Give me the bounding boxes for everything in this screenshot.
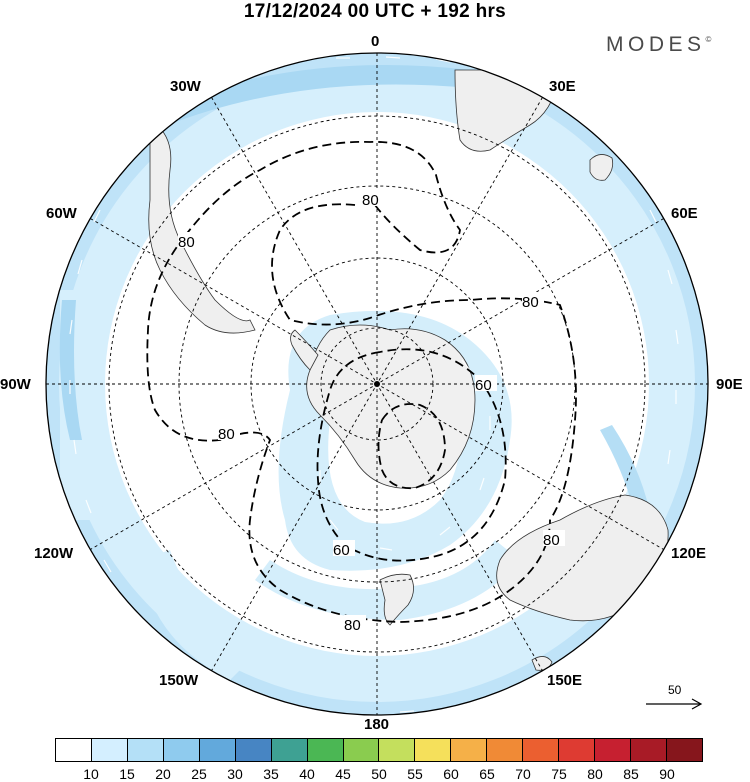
colorbar-swatch	[307, 739, 344, 761]
lon-label-90w: 90W	[0, 376, 31, 393]
lon-label-120e: 120E	[671, 545, 707, 562]
colorbar	[55, 738, 703, 762]
colorbar-swatch	[56, 739, 92, 761]
colorbar-tick-label: 55	[407, 766, 423, 782]
colorbar-swatch	[379, 739, 416, 761]
colorbar-tick-label: 30	[227, 766, 243, 782]
colorbar-swatch	[271, 739, 308, 761]
contour-80-north	[184, 141, 461, 254]
colorbar-tick-label: 75	[551, 766, 567, 782]
land-madagascar	[589, 154, 614, 181]
colorbar-tick-label: 15	[119, 766, 135, 782]
colorbar-swatch	[199, 739, 236, 761]
lon-label-30w: 30W	[170, 78, 201, 95]
colorbar-tick-label: 35	[263, 766, 279, 782]
contour-label-b: 80	[178, 234, 195, 251]
colorbar-tick-label: 70	[515, 766, 531, 782]
colorbar-swatch	[523, 739, 560, 761]
land-new-zealand	[379, 573, 414, 626]
colorbar-labels: 10 15 20 25 30 35 40 45 50 55 60 65 70 75 80 85 90	[55, 766, 703, 782]
colorbar-swatch	[343, 739, 380, 761]
contour-80-west	[146, 235, 551, 623]
colorbar-swatch	[415, 739, 452, 761]
lon-label-120w: 120W	[34, 545, 74, 562]
lon-label-60w: 60W	[46, 205, 77, 222]
jet-core-west	[59, 300, 82, 440]
colorbar-swatch	[127, 739, 164, 761]
colorbar-swatch	[666, 739, 702, 761]
land-tasmania	[531, 656, 553, 671]
colorbar-tick-label: 90	[659, 766, 675, 782]
contour-80-middle	[271, 203, 577, 521]
jet-core-north	[150, 65, 470, 128]
contour-label-e: 80	[543, 532, 560, 549]
land-australia	[496, 494, 669, 622]
map-boundary	[45, 52, 709, 716]
wind-band-south	[255, 540, 520, 620]
lon-label-180: 180	[364, 716, 390, 733]
contour-label-d: 80	[218, 426, 235, 443]
colorbar-tick-label: 50	[371, 766, 387, 782]
colorbar-tick-label: 80	[587, 766, 603, 782]
colorbar-swatch	[163, 739, 200, 761]
map-title: 17/12/2024 00 UTC + 192 hrs	[243, 1, 507, 22]
contour-label-f: 60	[475, 377, 492, 394]
lon-label-150w: 150W	[159, 672, 199, 689]
lon-label-90e: 90E	[716, 376, 743, 393]
colorbar-tick-label: 45	[335, 766, 351, 782]
lon-label-0: 0	[371, 33, 380, 50]
colorbar-swatch	[595, 739, 631, 761]
colorbar-tick-label: 40	[299, 766, 315, 782]
lon-label-60e: 60E	[671, 205, 698, 222]
copyright-mark: ©	[705, 35, 712, 44]
colorbar-tick-label: 20	[155, 766, 171, 782]
colorbar-tick-label: 85	[623, 766, 639, 782]
colorbar-swatch	[487, 739, 524, 761]
colorbar-swatch	[91, 739, 128, 761]
colorbar-tick-label: 10	[83, 766, 99, 782]
land-south-america	[148, 119, 256, 334]
modes-logo: MODES©	[606, 33, 711, 57]
reference-vector-label: 50	[668, 683, 682, 697]
contour-labels: 80 80 80 80 80 60 60 80	[178, 190, 565, 634]
lon-label-30e: 30E	[549, 78, 576, 95]
contour-label-a: 80	[362, 192, 379, 209]
colorbar-swatch	[631, 739, 667, 761]
land-antarctic-peninsula	[290, 329, 319, 371]
contour-label-h: 80	[344, 617, 361, 634]
colorbar-swatch	[559, 739, 596, 761]
colorbar-tick-label: 60	[443, 766, 459, 782]
colorbar-swatch	[235, 739, 272, 761]
south-pole-dot	[374, 381, 380, 387]
brand-name: MODES	[606, 33, 706, 56]
wind-band-sw	[140, 550, 260, 680]
colorbar-swatch	[451, 739, 488, 761]
reference-vector-arrow	[646, 698, 703, 710]
contour-label-g: 60	[333, 542, 350, 559]
contour-label-c: 80	[522, 294, 539, 311]
colorbar-tick-label: 25	[191, 766, 207, 782]
lon-label-150e: 150E	[547, 672, 583, 689]
colorbar-tick-label: 65	[479, 766, 495, 782]
